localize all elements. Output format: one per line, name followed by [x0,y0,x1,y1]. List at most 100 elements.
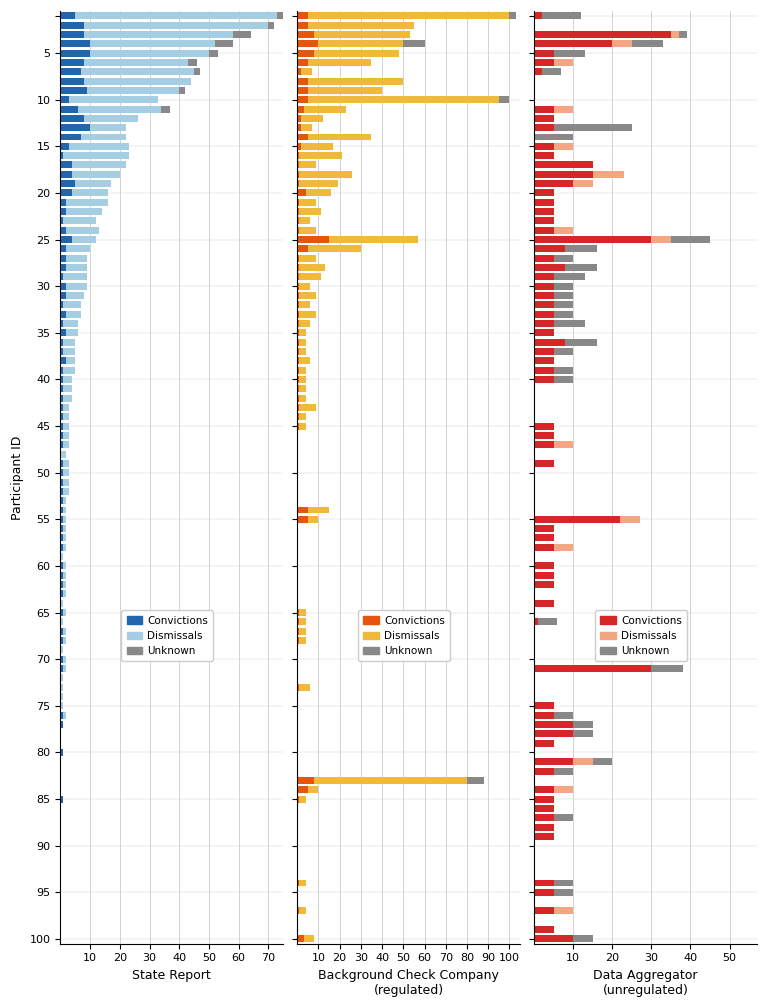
Bar [297,506,308,513]
Bar [651,665,683,672]
Bar [90,40,215,47]
Bar [554,143,573,150]
Bar [297,413,300,420]
Bar [297,124,302,131]
Bar [534,618,538,625]
Bar [308,245,361,252]
Bar [297,143,302,150]
Bar [534,516,620,523]
Bar [308,12,509,19]
Bar [306,190,331,197]
Bar [620,516,640,523]
Bar [534,31,671,38]
Bar [66,264,87,271]
Bar [297,236,329,243]
Bar [64,348,75,355]
Bar [403,40,425,47]
Bar [534,442,554,449]
Bar [554,255,573,262]
Bar [300,255,316,262]
Bar [84,115,137,122]
Bar [61,394,64,401]
Bar [297,69,302,76]
Bar [554,227,573,234]
Bar [297,152,300,159]
Bar [297,394,300,401]
Bar [509,12,516,19]
Bar [300,795,306,802]
Bar [300,161,316,168]
Bar [534,422,554,429]
Bar [300,413,306,420]
Bar [671,236,710,243]
Bar [188,58,197,66]
Bar [308,58,372,66]
Bar [297,310,300,318]
Bar [61,180,75,187]
Bar [314,31,409,38]
Bar [61,655,64,662]
Bar [300,273,320,280]
Y-axis label: Participant ID: Participant ID [11,435,24,519]
Bar [66,357,75,364]
Bar [554,310,573,318]
Bar [534,926,554,933]
Bar [61,431,64,438]
Bar [534,264,565,271]
Bar [534,460,554,467]
Bar [300,292,316,299]
Bar [593,170,624,177]
Bar [61,376,64,383]
Bar [297,245,308,252]
Bar [61,348,64,355]
Bar [64,516,66,523]
Bar [61,310,66,318]
Bar [61,161,72,168]
Bar [61,227,66,234]
Bar [61,31,84,38]
Bar [61,600,64,607]
Bar [297,218,300,225]
Bar [534,190,554,197]
Bar [308,133,372,140]
Bar [297,40,319,47]
Bar [84,58,188,66]
Bar [61,646,64,653]
Bar [64,637,66,644]
Bar [534,245,565,252]
Bar [300,683,310,690]
Bar [61,143,69,150]
Bar [534,40,612,47]
Bar [61,694,64,700]
Bar [75,12,277,19]
Bar [61,488,64,495]
Bar [534,824,554,831]
Bar [554,106,573,113]
Bar [297,227,300,234]
Bar [66,310,81,318]
Bar [467,777,484,784]
Bar [64,591,66,598]
Bar [534,348,554,355]
Bar [534,721,573,728]
Bar [61,460,64,467]
Bar [66,199,108,206]
Bar [61,96,69,103]
Bar [64,525,66,532]
Bar [297,683,300,690]
Bar [61,199,66,206]
Bar [64,712,66,719]
Bar [61,609,64,616]
Bar [297,264,300,271]
Bar [297,208,300,215]
Bar [297,516,308,523]
Bar [61,124,90,131]
Bar [534,12,542,19]
Bar [300,301,310,308]
Bar [297,637,300,644]
Bar [61,357,66,364]
Bar [61,712,64,719]
Bar [308,786,319,793]
Bar [297,777,314,784]
Bar [61,637,64,644]
